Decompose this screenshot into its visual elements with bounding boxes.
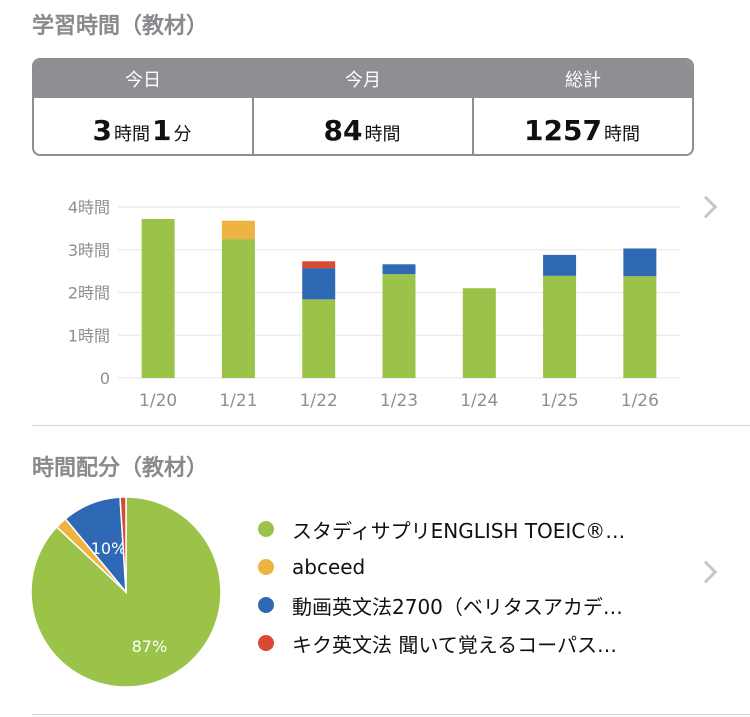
x-tick-label: 1/25: [540, 391, 578, 411]
today-hours-unit: 時間: [114, 124, 150, 145]
x-tick-label: 1/23: [380, 391, 418, 411]
study-time-summary: 今日 3 時間 1 分 今月 84 時間 総計 1257 時間: [32, 58, 694, 156]
bar-segment[interactable]: [221, 220, 255, 240]
bar-segment[interactable]: [382, 264, 416, 275]
distribution-pie-chart[interactable]: 87% 10%: [30, 496, 230, 696]
pie-slice-label: 87%: [132, 637, 168, 656]
month-hours: 84: [323, 114, 363, 147]
x-tick-label: 1/24: [460, 391, 498, 411]
legend-item[interactable]: abceed: [258, 548, 625, 586]
month-hours-unit: 時間: [364, 124, 401, 145]
y-tick-label: 2時間: [68, 284, 110, 303]
x-tick-label: 1/21: [219, 391, 257, 411]
total-hours: 1257: [524, 114, 602, 147]
today-hours: 3: [92, 114, 112, 147]
distribution-title: 時間配分（教材）: [32, 456, 209, 481]
legend-dot: [258, 635, 274, 651]
y-tick-label: 3時間: [68, 241, 110, 260]
summary-today: 今日 3 時間 1 分: [34, 60, 252, 154]
legend-dot: [258, 559, 274, 575]
legend-label: 動画英文法2700（ベリタスアカデ…: [292, 594, 623, 619]
today-minutes-unit: 分: [173, 124, 192, 145]
x-tick-label: 1/26: [621, 391, 659, 411]
bar-segment[interactable]: [543, 254, 577, 276]
pie-legend[interactable]: スタディサプリENGLISH TOEIC®… abceed 動画英文法2700（…: [258, 510, 625, 662]
bar-segment[interactable]: [543, 275, 577, 378]
y-tick-label: 0: [100, 369, 110, 388]
pie-slice-label: 10%: [91, 539, 127, 558]
y-tick-label: 4時間: [68, 198, 110, 217]
distribution-chevron-right-icon[interactable]: [694, 560, 718, 584]
bar-segment[interactable]: [623, 276, 657, 378]
daily-study-chart[interactable]: 0 1時間 2時間 3時間 4時間 1/20 1/21 1/22 1/23 1/24 1/25 1/2…: [0, 180, 700, 420]
legend-item[interactable]: スタディサプリENGLISH TOEIC®…: [258, 510, 625, 548]
summary-month: 今月 84 時間: [252, 60, 472, 154]
bar-segment[interactable]: [302, 268, 336, 300]
legend-dot: [258, 521, 274, 537]
bar-segment[interactable]: [141, 218, 175, 378]
bar-segment[interactable]: [302, 299, 336, 378]
section-divider: [32, 714, 750, 715]
today-minutes: 1: [152, 114, 172, 147]
section-divider: [32, 425, 750, 426]
bar-segment[interactable]: [382, 274, 416, 378]
legend-item[interactable]: 動画英文法2700（ベリタスアカデ…: [258, 586, 625, 624]
summary-today-label: 今日: [34, 60, 252, 98]
summary-month-value: 84 時間: [254, 98, 472, 154]
summary-month-label: 今月: [254, 60, 472, 98]
bar-segment[interactable]: [623, 248, 657, 277]
x-tick-label: 1/20: [139, 391, 177, 411]
bar-segment[interactable]: [221, 239, 255, 378]
summary-today-value: 3 時間 1 分: [34, 98, 252, 154]
summary-total-label: 総計: [474, 60, 692, 98]
summary-total-value: 1257 時間: [474, 98, 692, 154]
bar-segment[interactable]: [302, 261, 336, 269]
summary-total: 総計 1257 時間: [472, 60, 692, 154]
legend-label: abceed: [292, 555, 366, 579]
total-hours-unit: 時間: [603, 124, 640, 145]
study-time-title: 学習時間（教材）: [32, 14, 209, 39]
pie-slice[interactable]: [119, 496, 127, 593]
legend-item[interactable]: キク英文法 聞いて覚えるコーパス…: [258, 624, 625, 662]
bar-segment[interactable]: [462, 288, 496, 378]
y-tick-label: 1時間: [68, 326, 110, 345]
legend-label: キク英文法 聞いて覚えるコーパス…: [292, 632, 617, 657]
legend-dot: [258, 597, 274, 613]
legend-label: スタディサプリENGLISH TOEIC®…: [292, 518, 626, 543]
x-tick-label: 1/22: [300, 391, 338, 411]
